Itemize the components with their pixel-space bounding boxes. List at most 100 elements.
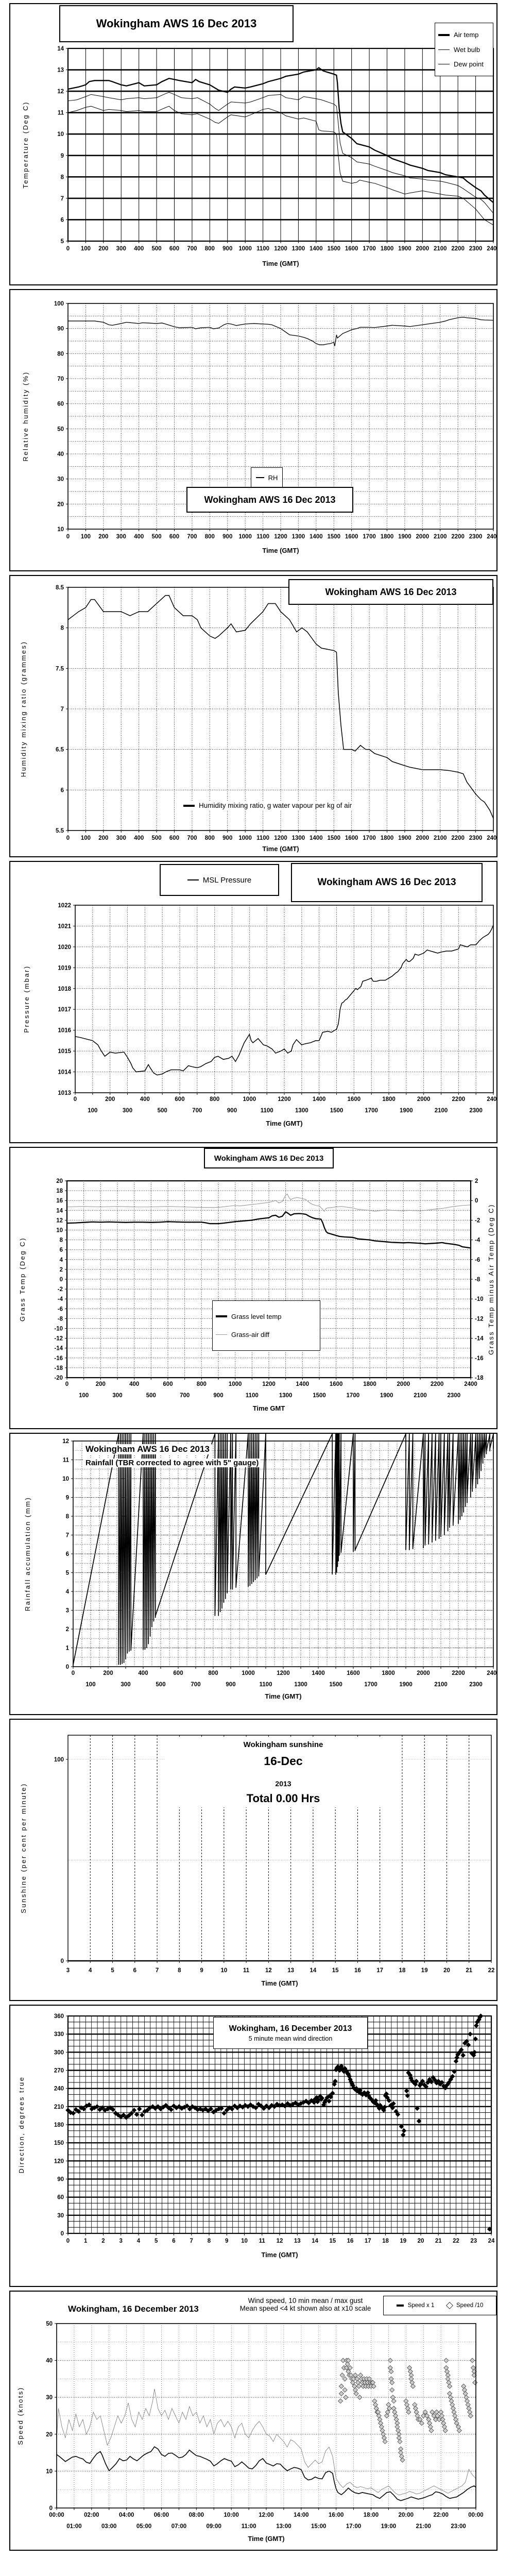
svg-text:-16: -16 (54, 1355, 63, 1362)
svg-text:1200: 1200 (274, 534, 287, 540)
svg-text:1018: 1018 (58, 986, 71, 992)
svg-text:1700: 1700 (365, 1108, 378, 1114)
svg-text:-4: -4 (475, 1238, 480, 1244)
svg-text:19:00: 19:00 (381, 2523, 396, 2530)
mixing-ratio-legend: Humidity mixing ratio, g water vapour pe… (180, 801, 355, 810)
wet-bulb-line-icon (438, 49, 450, 50)
svg-text:Time (GMT): Time (GMT) (262, 547, 299, 554)
svg-text:1200: 1200 (262, 1381, 276, 1387)
chart-title: Wokingham AWS 16 Dec 2013 (204, 494, 336, 505)
svg-text:0: 0 (66, 1664, 69, 1670)
chart-subtitle: Rainfall (TBR corrected to agree with 5"… (83, 1459, 261, 1467)
relative-humidity-chart-card: 0 100 200 300 400 500 600 700 800 900 1000 1100 1200… (9, 289, 497, 571)
svg-text:14:00: 14:00 (294, 2512, 308, 2518)
svg-text:2400: 2400 (487, 246, 496, 252)
svg-text:1400: 1400 (296, 1381, 310, 1387)
svg-text:22: 22 (453, 2238, 459, 2244)
svg-text:300: 300 (116, 534, 126, 540)
svg-text:2000: 2000 (416, 835, 430, 841)
chart-subtitle: 5 minute mean wind direction (248, 2035, 333, 2042)
chart-title: Wokingham AWS 16 Dec 2013 (83, 1444, 212, 1454)
chart-title-box: Wokingham AWS 16 Dec 2013 (59, 5, 294, 42)
svg-text:21: 21 (435, 2238, 442, 2244)
svg-text:1300: 1300 (292, 835, 305, 841)
svg-text:Time GMT: Time GMT (253, 1404, 285, 1412)
svg-text:10: 10 (57, 527, 64, 533)
legend-label: Grass level temp (231, 1312, 282, 1320)
svg-text:300: 300 (116, 835, 126, 841)
legend-item: Grass level temp (216, 1313, 317, 1320)
svg-text:1100: 1100 (246, 1393, 259, 1399)
legend-item: Speed x 1 (396, 2302, 434, 2309)
svg-text:Time (GMT): Time (GMT) (265, 1692, 301, 1700)
svg-text:60: 60 (57, 401, 64, 408)
svg-text:700: 700 (187, 246, 197, 252)
svg-text:1100: 1100 (256, 534, 269, 540)
svg-text:2400: 2400 (487, 835, 496, 841)
svg-text:Grass Temp minus Air Temp (Deg: Grass Temp minus Air Temp (Deg C) (487, 1204, 495, 1355)
svg-text:Humidity mixing ratio (grammes: Humidity mixing ratio (grammes) (20, 641, 27, 777)
svg-text:90: 90 (57, 326, 64, 332)
svg-text:5: 5 (154, 2238, 158, 2244)
svg-text:16: 16 (56, 1198, 63, 1204)
svg-text:8.5: 8.5 (56, 585, 64, 591)
svg-text:20: 20 (443, 1968, 450, 1974)
rh-chart-canvas: 0 100 200 300 400 500 600 700 800 900 1000 1100 1200… (22, 301, 496, 554)
svg-text:19: 19 (421, 1968, 428, 1974)
svg-text:1800: 1800 (381, 246, 394, 252)
svg-text:09:00: 09:00 (207, 2523, 221, 2530)
svg-text:1500: 1500 (327, 835, 340, 841)
chart-title-box: Wokingham AWS 16 Dec 2013 (186, 487, 353, 513)
svg-text:2200: 2200 (452, 1670, 465, 1676)
svg-text:500: 500 (146, 1393, 156, 1399)
svg-text:11: 11 (259, 2238, 266, 2244)
svg-text:1100: 1100 (256, 835, 269, 841)
svg-text:600: 600 (175, 1096, 184, 1103)
svg-text:400: 400 (129, 1381, 139, 1387)
rh-legend: RH (251, 467, 283, 488)
legend-label: Air temp (454, 31, 479, 39)
svg-text:-12: -12 (54, 1336, 63, 1342)
svg-text:14: 14 (310, 1968, 316, 1974)
svg-text:1700: 1700 (347, 1393, 360, 1399)
svg-text:-14: -14 (54, 1346, 63, 1352)
chart-title-box: Wokingham, 16 December 2013 5 minute mea… (213, 2017, 368, 2049)
subtitle-line: Wind speed, 10 min mean / max gust (248, 2297, 363, 2304)
svg-text:2300: 2300 (469, 835, 483, 841)
svg-text:-16: -16 (475, 1355, 484, 1362)
pressure-legend: MSL Pressure (160, 864, 279, 896)
sunshine-chart-card: 3 4 5 6 7 8 9 10 11 12 13 14 15 16 17 18 19 20 21 22 0 100 Tim… (9, 1719, 497, 2001)
svg-text:800: 800 (205, 246, 215, 252)
svg-text:14: 14 (56, 1208, 63, 1214)
legend-label: Grass-air diff (231, 1331, 270, 1339)
svg-text:15: 15 (332, 1968, 339, 1974)
svg-text:400: 400 (134, 835, 144, 841)
svg-text:9: 9 (200, 1968, 203, 1974)
svg-text:0: 0 (66, 835, 70, 841)
svg-text:8: 8 (61, 174, 64, 180)
legend-item: Air temp (438, 31, 490, 39)
svg-text:3: 3 (66, 1968, 70, 1974)
svg-text:40: 40 (57, 451, 64, 457)
svg-text:1800: 1800 (381, 534, 394, 540)
svg-text:11: 11 (63, 1458, 70, 1464)
svg-text:100: 100 (54, 1757, 64, 1763)
chart-title: Wokingham, 16 December 2013 (229, 2024, 352, 2033)
svg-text:8: 8 (61, 625, 64, 632)
svg-text:Time (GMT): Time (GMT) (261, 1979, 298, 1987)
svg-text:5: 5 (66, 1570, 70, 1577)
svg-text:200: 200 (103, 1670, 113, 1676)
svg-text:100: 100 (85, 1682, 95, 1688)
legend-item: MSL Pressure (187, 876, 251, 885)
svg-text:300: 300 (116, 246, 126, 252)
svg-text:1600: 1600 (345, 246, 358, 252)
svg-text:100: 100 (79, 1393, 89, 1399)
svg-text:13: 13 (294, 2238, 301, 2244)
svg-text:2: 2 (60, 1267, 63, 1273)
svg-text:6: 6 (61, 217, 64, 223)
svg-text:400: 400 (140, 1096, 150, 1103)
svg-text:4: 4 (60, 1257, 63, 1263)
svg-text:700: 700 (180, 1393, 190, 1399)
svg-text:14: 14 (57, 46, 64, 52)
svg-text:12: 12 (62, 1438, 69, 1445)
